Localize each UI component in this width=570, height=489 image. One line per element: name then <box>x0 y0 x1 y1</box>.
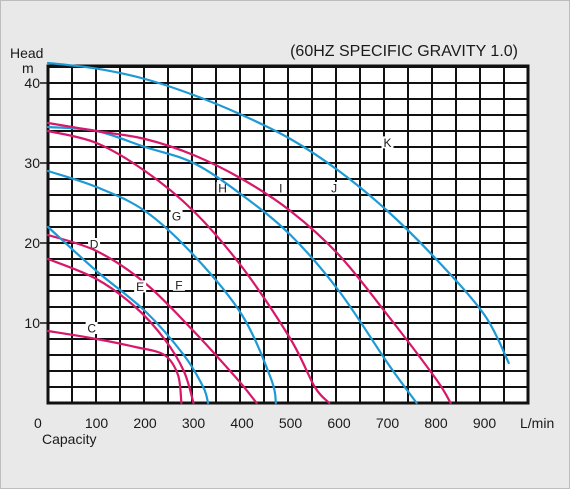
y-tick-label: 30 <box>24 155 40 171</box>
x-tick-label: 400 <box>230 415 254 431</box>
series-label-bg <box>170 210 183 222</box>
series-line-e <box>46 233 258 405</box>
series-line-i <box>46 125 418 405</box>
origin-label: 0 <box>34 415 42 431</box>
series-label-k: K <box>383 136 391 150</box>
series-line-c <box>46 329 183 405</box>
x-tick-label: 500 <box>279 415 303 431</box>
series-line-h <box>46 129 331 405</box>
x-tick-label: 100 <box>85 415 109 431</box>
x-tick-label: 600 <box>327 415 351 431</box>
series-line-k <box>46 61 510 365</box>
x-tick-label: 700 <box>376 415 400 431</box>
series-line-f <box>46 225 210 405</box>
y-tick-label: 40 <box>24 75 40 91</box>
series-label-bg <box>274 182 287 194</box>
series-label-j: J <box>331 182 337 196</box>
series-label-bg <box>381 136 394 149</box>
series-label-f: F <box>175 278 182 292</box>
series-label-i: I <box>279 182 282 196</box>
series-label-e: E <box>136 280 144 294</box>
y-tick-label: 20 <box>24 235 40 251</box>
series-line-d <box>46 257 195 405</box>
plot-area: 100 200 300 400 500 600 700 800 900 10 20 30 40 C D E F G… <box>24 61 530 431</box>
series-label-bg <box>172 278 185 291</box>
x-tick-label: 200 <box>133 415 157 431</box>
series-label-h: H <box>218 182 227 196</box>
y-tick-label: 10 <box>24 315 40 331</box>
series-label-g: G <box>172 210 181 224</box>
series-line-g <box>46 169 277 405</box>
series-label-bg <box>85 322 98 334</box>
x-tick-label: 900 <box>473 415 497 431</box>
y-axis-title: Head <box>10 45 43 61</box>
series-label-d: D <box>90 238 99 252</box>
series-line-j <box>46 121 452 405</box>
x-tick-label: 300 <box>182 415 206 431</box>
chart-title: (60HZ SPECIFIC GRAVITY 1.0) <box>290 43 518 60</box>
y-axis-unit: m <box>22 60 34 76</box>
series-label-bg <box>134 280 147 293</box>
series-label-bg <box>328 182 341 194</box>
x-axis-unit: L/min <box>520 415 554 431</box>
series-label-bg <box>216 182 229 194</box>
x-tick-label: 800 <box>424 415 448 431</box>
series-label-bg <box>88 238 101 250</box>
x-axis-title: Capacity <box>42 431 96 447</box>
series-label-c: C <box>87 322 96 336</box>
